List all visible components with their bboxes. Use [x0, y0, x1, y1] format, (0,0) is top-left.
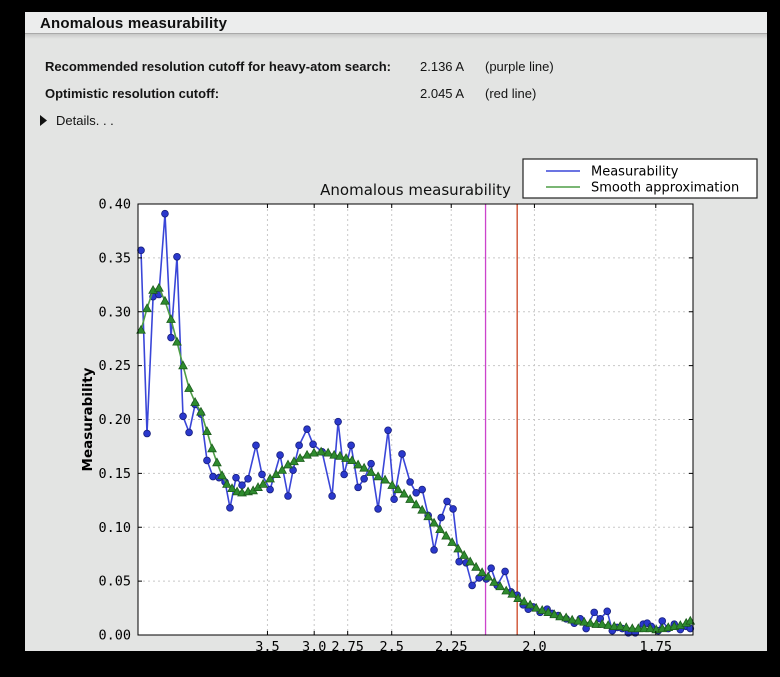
ticks [138, 203, 693, 636]
optimistic-cutoff-label: Optimistic resolution cutoff: [45, 86, 220, 101]
header-shadow-divider [25, 34, 767, 39]
panel-body: Recommended resolution cutoff for heavy-… [25, 34, 767, 673]
svg-text:3.5: 3.5 [255, 639, 279, 655]
y-axis: 0.00 0.05 0.10 0.15 0.20 0.25 0.30 0.35 0.40 Meas… [80, 197, 131, 644]
details-disclosure[interactable]: Details. . . [40, 112, 114, 128]
svg-text:2.75: 2.75 [331, 639, 364, 655]
svg-text:Resolution: Resolution [375, 657, 456, 672]
svg-text:2.25: 2.25 [435, 639, 468, 655]
svg-text:Measurability: Measurability [80, 367, 96, 471]
optimistic-cutoff-value: 2.045 A [420, 86, 465, 101]
svg-text:0.40: 0.40 [98, 197, 131, 213]
svg-text:0.30: 0.30 [98, 304, 131, 320]
panel-header: Anomalous measurability [25, 12, 767, 34]
anomalous-measurability-panel: Anomalous measurability Recommended reso… [25, 12, 767, 673]
chart-figure: 3.5 3.0 2.75 2.5 2.25 2.0 1.75 Resolution 0.00 0.… [60, 147, 770, 673]
svg-text:0.00: 0.00 [98, 628, 131, 644]
svg-text:Anomalous measurability: Anomalous measurability [320, 181, 511, 199]
recommended-cutoff-note: (purple line) [485, 59, 554, 74]
svg-text:Smooth approximation: Smooth approximation [591, 181, 739, 196]
recommended-cutoff-label: Recommended resolution cutoff for heavy-… [45, 59, 392, 74]
x-axis: 3.5 3.0 2.75 2.5 2.25 2.0 1.75 Resolution [255, 639, 673, 673]
svg-text:0.15: 0.15 [98, 466, 131, 482]
svg-text:0.10: 0.10 [98, 520, 131, 536]
details-label: Details. . . [56, 112, 114, 128]
smooth-approximation-series [136, 282, 696, 634]
panel-title: Anomalous measurability [40, 15, 228, 32]
svg-text:0.05: 0.05 [98, 574, 131, 590]
svg-text:2.0: 2.0 [522, 639, 546, 655]
anomalous-measurability-chart: 3.5 3.0 2.75 2.5 2.25 2.0 1.75Resolution0.000.… [80, 158, 758, 673]
svg-text:Measurability: Measurability [591, 165, 679, 180]
svg-text:0.35: 0.35 [98, 250, 131, 266]
svg-text:0.20: 0.20 [98, 412, 131, 428]
plot-area [138, 204, 693, 635]
disclosure-triangle-icon [40, 114, 47, 126]
optimistic-cutoff-note: (red line) [485, 86, 537, 101]
recommended-cutoff-value: 2.136 A [420, 59, 465, 74]
svg-text:0.25: 0.25 [98, 358, 131, 374]
grid [138, 204, 693, 635]
recommended-cutoff-row: Recommended resolution cutoff for heavy-… [25, 59, 767, 75]
optimistic-cutoff-row: Optimistic resolution cutoff: 2.045 A (r… [25, 86, 767, 102]
chart-title: Anomalous measurability [320, 181, 511, 199]
svg-text:3.0: 3.0 [302, 639, 326, 655]
svg-text:1.75: 1.75 [640, 639, 673, 655]
svg-text:2.5: 2.5 [380, 639, 404, 655]
